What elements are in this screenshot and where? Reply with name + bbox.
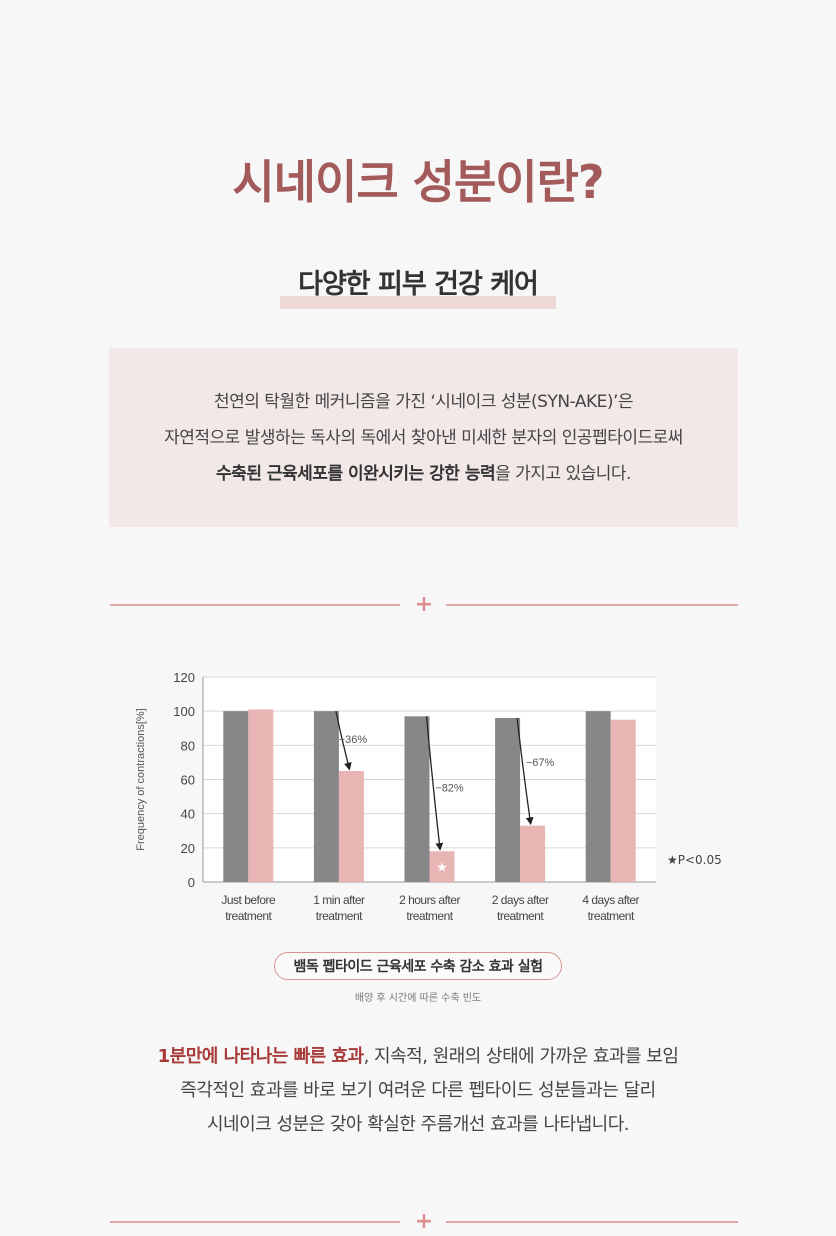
section-divider-2: + [110,1209,738,1234]
y-axis-label: Frequency of contractions[%] [135,708,147,850]
bar [248,709,274,882]
plus-icon: + [414,592,434,617]
intro-line-2: 자연적으로 발생하는 독사의 독에서 찾아낸 미세한 분자의 인공펩타이드로써 [164,427,683,448]
divider-line-right [446,1221,738,1223]
y-tick-label: 120 [173,670,195,685]
chart-svg: 0 20 40 60 80 100 120 Frequency of contractions… [135,670,722,923]
bar [429,851,455,882]
summary-line-1-rest: , 지속적, 원래의 상태에 가까운 효과를 보임 [363,1046,679,1067]
bar [223,711,249,882]
significance-note: ★P<0.05 [667,853,722,867]
bar [495,718,521,882]
divider-line-left [110,604,400,606]
summary-line-3: 시네이크 성분은 갖아 확실한 주름개선 효과를 나타냅니다. [207,1114,630,1135]
intro-line-3: 수축된 근육세포를 이완시키는 강한 능력을 가지고 있습니다. [216,456,631,492]
bar [313,711,339,882]
summary-accent: 1분만에 나타나는 빠른 효과 [157,1046,364,1067]
plus-icon: + [414,1209,434,1234]
x-tick-label: treatment [588,909,635,923]
significance-star: ★ [436,861,448,876]
summary-line-2: 즉각적인 효과를 바로 보기 여려운 다른 펩타이드 성분들과는 달리 [180,1080,656,1101]
x-tick-label: 2 days after [492,893,549,907]
subtitle: 다양한 피부 건강 케어 [280,262,556,309]
x-tick-label: 1 min after [313,893,365,907]
bar [610,719,636,882]
divider-line-right [446,604,738,606]
intro-line-1: 천연의 탁월한 메커니즘을 가진 ‘시네이크 성분(SYN-AKE)’은 [213,391,634,412]
x-tick-label: Just before [221,893,276,907]
summary-line-1: 1분만에 나타나는 빠른 효과, 지속적, 원래의 상태에 가까운 효과를 보임 [0,1040,836,1074]
y-tick-label: 60 [181,773,195,788]
bar [520,825,546,882]
x-tick-label: treatment [225,909,272,923]
intro-highlight: 수축된 근육세포를 이완시키는 강한 능력 [216,463,496,484]
x-tick-label: 4 days after [582,893,639,907]
change-label: −67% [526,757,555,769]
page-title: 시네이크 성분이란? [232,155,604,209]
y-tick-label: 20 [181,841,195,856]
chart-caption-pill: 뱀독 펩타이드 근육세포 수축 감소 효과 실험 [274,952,562,980]
divider-line-left [110,1221,400,1223]
bar [585,711,611,882]
x-tick-label: treatment [316,909,363,923]
x-tick-label: 2 hours after [399,893,460,907]
y-tick-label: 100 [173,704,195,719]
section-divider-1: + [110,592,738,617]
intro-line-3-rest: 을 가지고 있습니다. [495,463,631,484]
change-arrow [516,717,534,826]
chart-caption-wrap: 뱀독 펩타이드 근육세포 수축 감소 효과 실험 [0,952,836,980]
subtitle-block: 다양한 피부 건강 케어 [0,262,836,309]
y-tick-label: 0 [188,875,195,890]
change-label: −36% [339,734,368,746]
change-arrow [335,711,352,771]
y-tick-label: 40 [181,807,195,822]
bar [404,716,430,882]
change-label: −82% [435,782,464,794]
intro-box: 천연의 탁월한 메커니즘을 가진 ‘시네이크 성분(SYN-AKE)’은 자연적… [109,348,738,527]
y-tick-label: 80 [181,738,195,753]
bar [338,770,364,882]
contraction-chart: 0 20 40 60 80 100 120 Frequency of contractions… [120,660,740,930]
x-tick-label: treatment [497,909,544,923]
summary-text: 1분만에 나타나는 빠른 효과, 지속적, 원래의 상태에 가까운 효과를 보임… [0,1040,836,1142]
change-arrow [425,716,444,851]
chart-caption-subtitle: 배양 후 시간에 따른 수축 빈도 [354,993,482,1004]
x-tick-label: treatment [406,909,453,923]
